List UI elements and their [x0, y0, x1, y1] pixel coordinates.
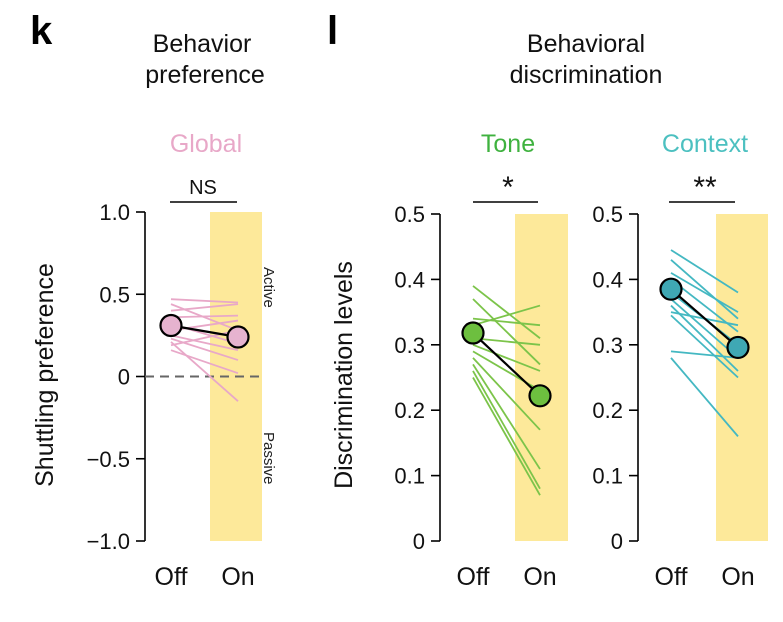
- panel-tone-y-tick-label: 0.1: [394, 464, 425, 489]
- panel-context-y-tick-label: 0.4: [592, 267, 623, 292]
- panel-k-y-tick-label: 0: [118, 365, 130, 390]
- panel-l-ylabel: Discrimination levels: [330, 261, 358, 489]
- panel-k-subject-line: [170, 341, 239, 402]
- panel-k-y-tick-label: −0.5: [87, 447, 130, 472]
- panel-context-x-label: Off: [655, 563, 688, 591]
- panel-context-y-tick-label: 0.3: [592, 333, 623, 358]
- panel-tone-subtitle: Tone: [481, 130, 535, 158]
- panel-context-subject-line: [670, 249, 739, 294]
- annotation-active: Active: [260, 267, 277, 308]
- panel-tone-subject-line: [472, 304, 541, 327]
- panel-tone-mean-point: [461, 321, 485, 345]
- panel-l-title-line2: discrimination: [510, 61, 663, 89]
- panel-context-mean-line: [670, 288, 739, 349]
- panel-tone-mean-line: [472, 332, 541, 397]
- panel-k-subject-line: [170, 314, 239, 319]
- panel-tone-y-tick-label: 0.4: [394, 267, 425, 292]
- panel-k-subject-line: [170, 334, 239, 352]
- panel-context-y-tick-label: 0.2: [592, 398, 623, 423]
- panel-k-x-label: Off: [155, 563, 188, 591]
- panel-l-title-line1: Behavioral: [527, 30, 645, 58]
- annotation-passive: Passive: [260, 432, 277, 485]
- panel-k-title-line1: Behavior: [153, 30, 252, 58]
- panel-tone-x-label: Off: [457, 563, 490, 591]
- panel-letter-l: l: [327, 9, 338, 53]
- panel-tone-on-shade: [515, 214, 568, 541]
- panel-tone-subject-line: [472, 285, 541, 339]
- panel-tone-mean-point: [528, 384, 552, 408]
- panel-k-subject-line: [170, 349, 239, 375]
- panel-k-y-tick-label: 0.5: [99, 282, 130, 307]
- panel-k-y-tick-label: 1.0: [99, 200, 130, 225]
- panel-tone-y-tick-label: 0: [413, 529, 425, 554]
- panel-tone-subject-line: [472, 363, 541, 470]
- panel-context-significance-label: **: [693, 171, 717, 204]
- panel-k-mean-point: [226, 325, 250, 349]
- panel-tone-subject-line: [472, 343, 541, 372]
- panel-context-y-tick-label: 0.5: [592, 202, 623, 227]
- panel-tone-significance-label: *: [502, 171, 514, 204]
- panel-k-significance-label: NS: [189, 177, 217, 199]
- panel-k-ylabel: Shuttling preference: [31, 263, 59, 487]
- panel-tone-y-tick-label: 0.5: [394, 202, 425, 227]
- panel-context-subject-line: [670, 357, 739, 437]
- panel-k-y-tick-label: −1.0: [87, 529, 130, 554]
- panel-context-x-label: On: [721, 563, 754, 591]
- panel-k-subject-line: [170, 298, 239, 304]
- panel-context-subject-line: [670, 272, 739, 313]
- panel-tone-y-tick-label: 0.3: [394, 333, 425, 358]
- panel-tone-subject-line: [472, 317, 541, 327]
- panel-context-y-tick-label: 0.1: [592, 464, 623, 489]
- panel-context-mean-point: [659, 277, 683, 301]
- panel-context-on-shade: [716, 214, 768, 541]
- panel-context-subtitle: Context: [662, 130, 748, 158]
- panel-tone-subject-line: [472, 298, 541, 366]
- panel-k-x-label: On: [221, 563, 254, 591]
- panel-context-mean-point: [726, 335, 750, 360]
- panel-k-title-line2: preference: [145, 61, 265, 89]
- panel-tone-subject-line: [472, 370, 541, 490]
- panel-tone-subject-line: [472, 357, 541, 431]
- panel-context-y-tick-label: 0: [611, 529, 623, 554]
- panel-context-subject-line: [670, 350, 739, 359]
- panel-tone-subject-line: [472, 377, 541, 496]
- panel-context-subject-line: [670, 304, 739, 372]
- panel-tone-y-tick-label: 0.2: [394, 398, 425, 423]
- panel-tone-subject-line: [472, 337, 541, 346]
- panel-tone-x-label: On: [523, 563, 556, 591]
- panel-context-subject-line: [670, 259, 739, 320]
- panel-letter-k: k: [30, 9, 53, 53]
- panel-k-subtitle: Global: [170, 130, 242, 158]
- panel-context-subject-line: [670, 314, 739, 379]
- panel-k-subject-line: [170, 303, 239, 312]
- panel-k-mean-point: [159, 313, 183, 338]
- panel-k-subject-line: [170, 329, 239, 347]
- panel-k-subject-line: [170, 319, 239, 332]
